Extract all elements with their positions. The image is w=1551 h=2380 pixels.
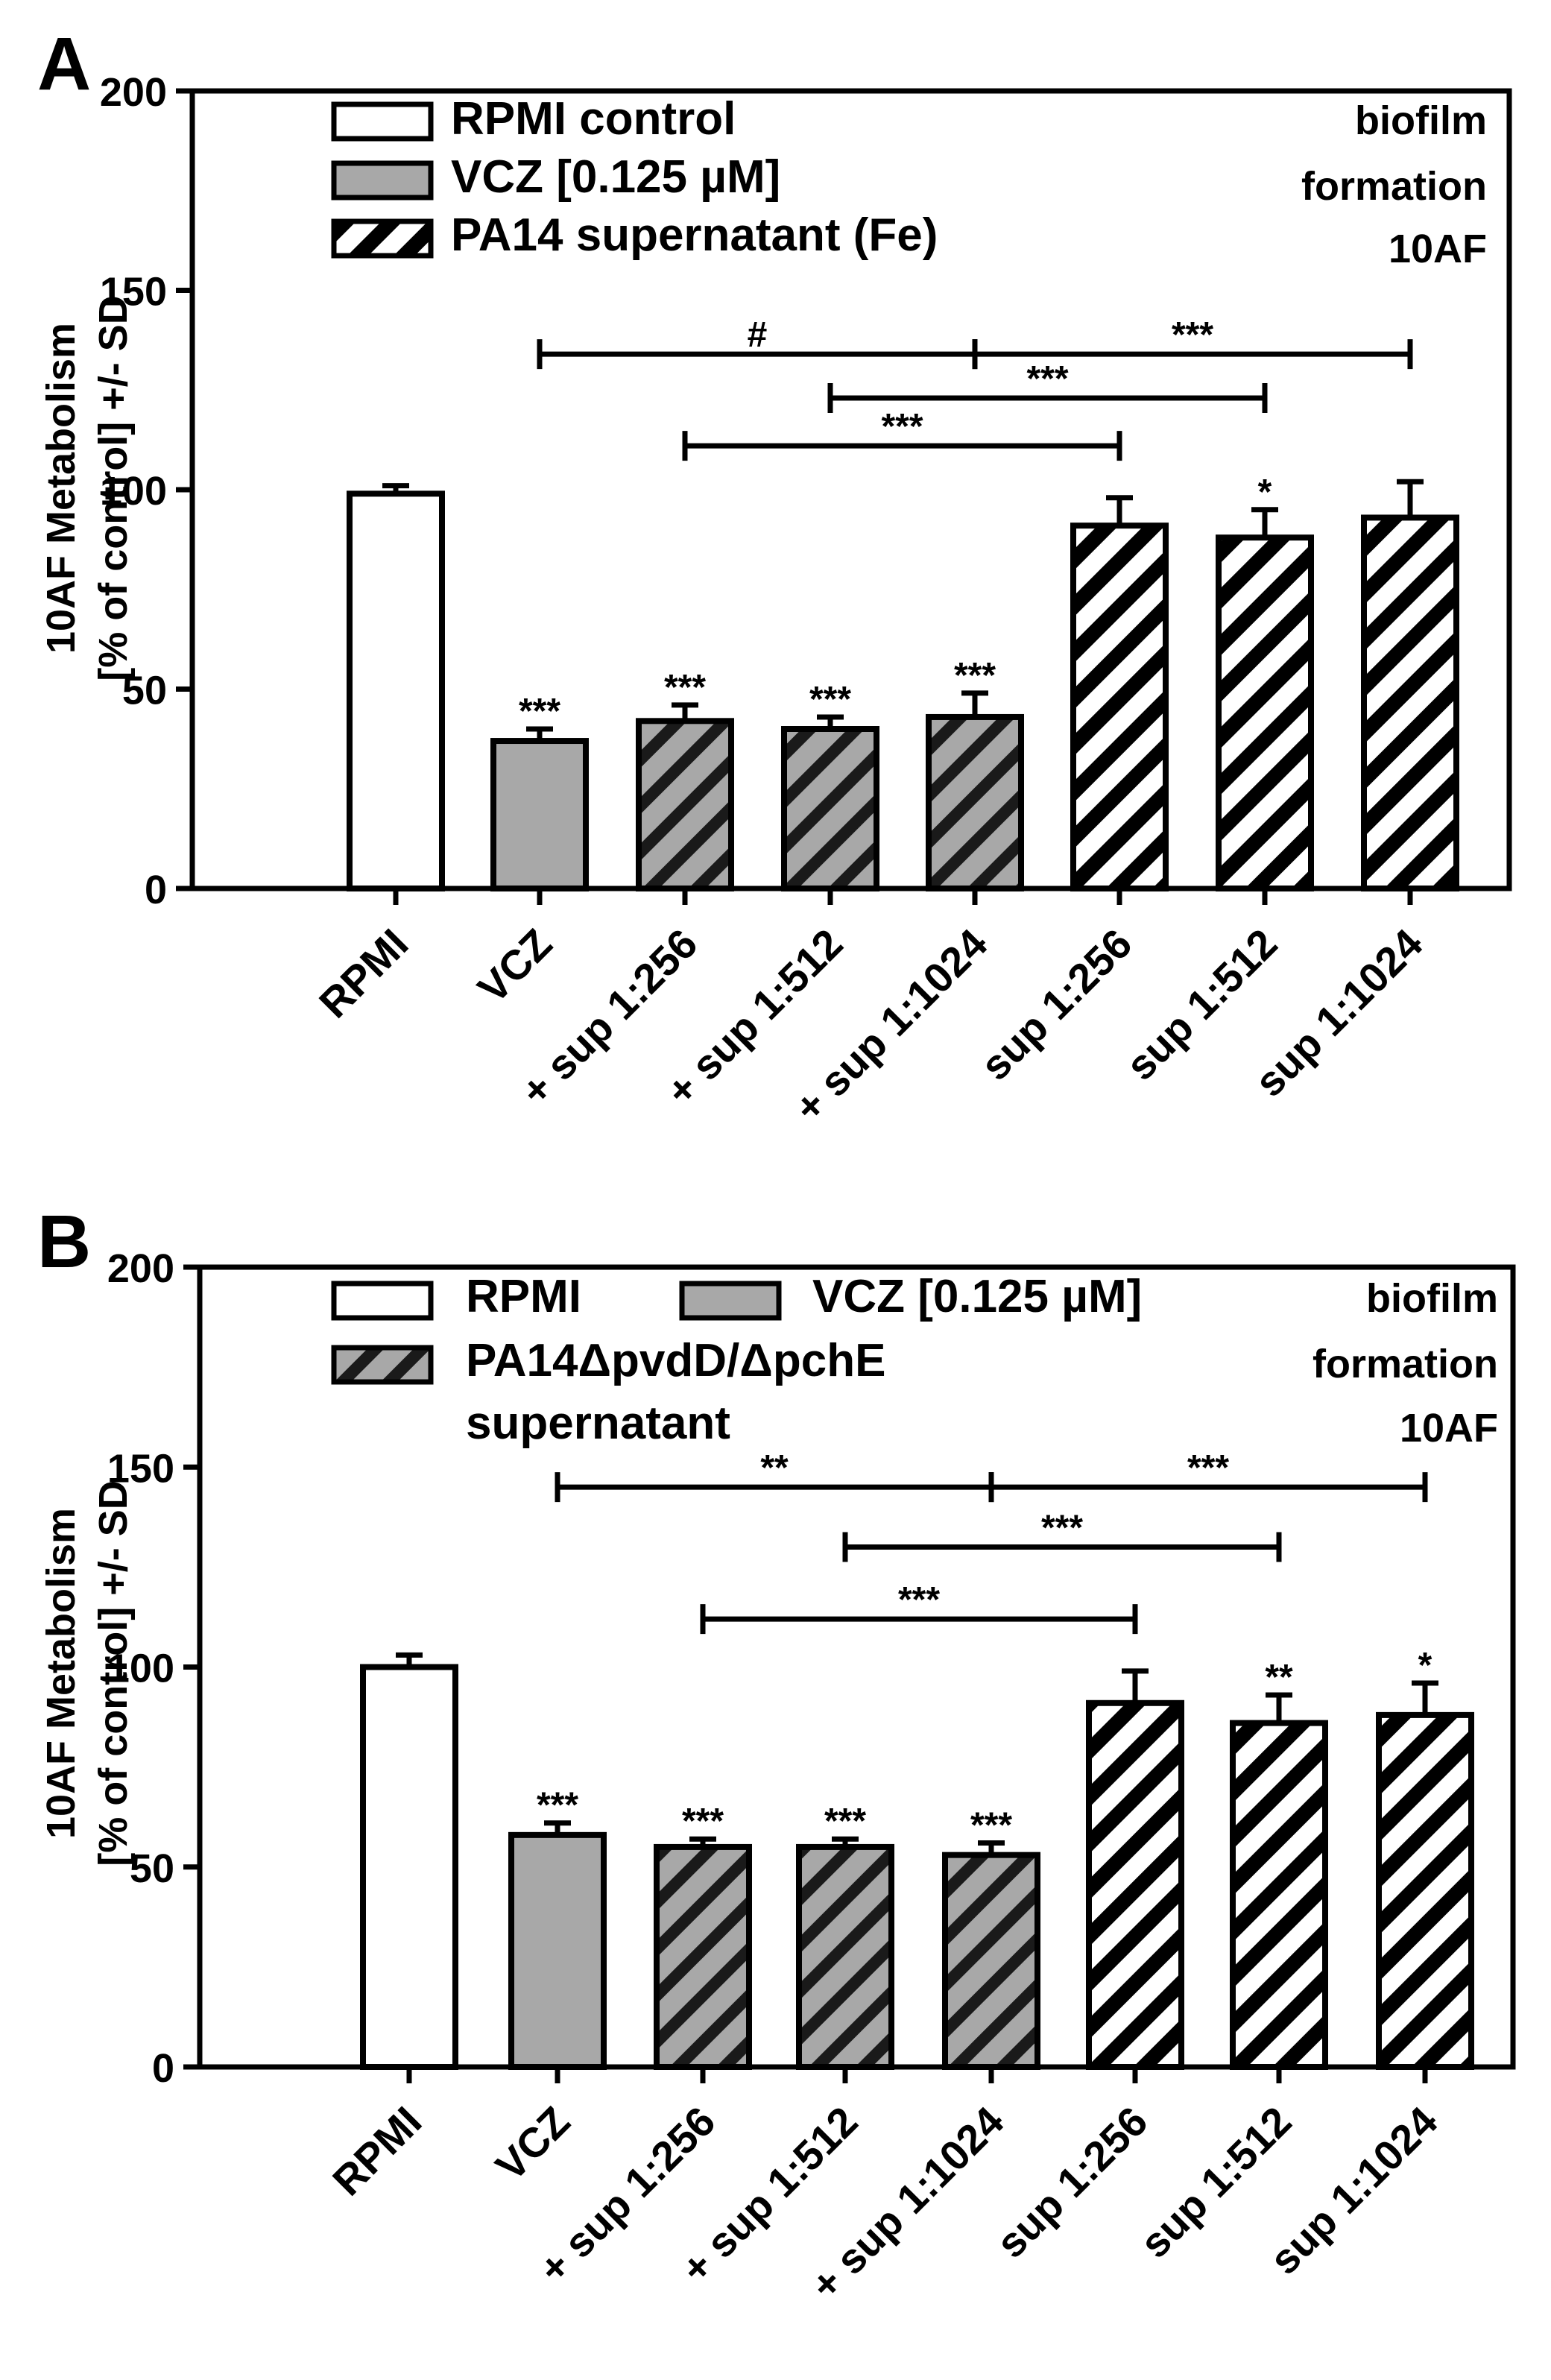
bar-b-4 (942, 1852, 1040, 2071)
bar-a-7 (1361, 514, 1459, 891)
y-tick-label-b-3: 150 (107, 1446, 174, 1491)
y-tick-label-b-1: 50 (130, 1846, 174, 1891)
bar-sig-label-a-4: *** (954, 656, 996, 695)
corner-text-a-3: 10AF (1389, 227, 1487, 271)
legend-swatch-a-2 (331, 218, 434, 259)
bar-b-0 (360, 1664, 458, 2070)
bracket-label-b-0: ** (760, 1448, 789, 1488)
bar-a-1 (490, 738, 589, 891)
legend-swatch-a-1 (331, 160, 434, 201)
bar-a-0 (347, 490, 445, 891)
legend-label-a-1: RPMI control (451, 93, 736, 145)
bar-a-2 (636, 718, 734, 891)
y-tick-label-b-2: 100 (107, 1647, 174, 1691)
y-tick-label-a-3: 150 (100, 270, 167, 315)
bracket-label-a-2: *** (1026, 359, 1068, 399)
bar-a-5 (1070, 523, 1169, 892)
bar-b-7 (1376, 1711, 1474, 2070)
y-tick-label-a-2: 100 (100, 469, 167, 514)
y-tick-label-b-0: 0 (152, 2046, 174, 2091)
y-tick-label-a-1: 50 (122, 669, 167, 713)
y-axis-label-a-line2: [% of control] +/- SD (91, 295, 136, 681)
corner-text-b-1: biofilm (1366, 1276, 1498, 1321)
bar-b-2 (654, 1843, 752, 2071)
panel-label-b: B (37, 1200, 91, 1284)
corner-text-a-2: formation (1301, 164, 1487, 209)
legend-label-a-3: PA14 supernatant (Fe) (451, 209, 938, 261)
x-category-label-a-5: sup 1:256 (971, 920, 1140, 1089)
bar-sig-label-b-7: * (1418, 1646, 1432, 1685)
x-category-label-a-1: VCZ (469, 920, 561, 1012)
bracket-label-a-3: *** (881, 407, 923, 446)
legend-swatch-a-0 (331, 101, 434, 142)
bar-sig-label-a-3: *** (809, 680, 851, 719)
bar-b-3 (796, 1843, 894, 2071)
panel-label-a: A (37, 22, 91, 106)
bar-a-3 (781, 726, 879, 891)
bracket-label-a-0: # (748, 315, 768, 355)
legend-label-a-2: VCZ [0.125 µM] (451, 151, 780, 203)
bar-sig-label-b-4: *** (970, 1806, 1012, 1846)
y-tick-label-b-4: 200 (107, 1246, 174, 1291)
corner-text-b-3: 10AF (1400, 1406, 1498, 1451)
bar-sig-label-a-1: *** (519, 692, 560, 731)
bracket-label-b-2: *** (1041, 1509, 1083, 1548)
x-category-label-b-1: VCZ (487, 2098, 579, 2190)
y-tick-label-a-4: 200 (100, 70, 167, 115)
bar-sig-label-b-3: *** (824, 1802, 866, 1841)
legend-swatch-b-1 (679, 1281, 782, 1321)
legend-label-b-2: VCZ [0.125 µM] (812, 1271, 1142, 1322)
x-category-label-b-0: RPMI (323, 2098, 431, 2205)
bracket-label-b-3: *** (898, 1580, 940, 1620)
legend-label-b-4: supernatant (466, 1398, 730, 1449)
bar-sig-label-b-2: *** (682, 1802, 724, 1841)
bracket-label-b-1: *** (1187, 1448, 1229, 1488)
bar-sig-label-b-6: ** (1265, 1658, 1293, 1697)
corner-text-b-2: formation (1312, 1342, 1498, 1386)
bar-a-4 (926, 713, 1024, 892)
legend-swatch-b-0 (331, 1281, 434, 1321)
bar-sig-label-a-6: * (1258, 473, 1272, 512)
bar-sig-label-b-1: *** (537, 1786, 578, 1825)
bar-b-6 (1230, 1720, 1328, 2071)
corner-text-a-1: biofilm (1355, 98, 1487, 143)
bar-b-5 (1086, 1699, 1184, 2070)
y-axis-label-b-line2: [% of control] +/- SD (91, 1480, 136, 1866)
x-category-label-a-0: RPMI (310, 920, 417, 1027)
y-axis-label-b-line1: 10AF Metabolism (39, 1508, 83, 1839)
bar-sig-label-a-2: *** (664, 668, 706, 707)
y-tick-label-a-0: 0 (145, 868, 167, 912)
legend-swatch-b-2 (331, 1345, 434, 1385)
legend-label-b-3: PA14ΔpvdD/ΔpchE (466, 1335, 885, 1386)
y-axis-label-a-line1: 10AF Metabolism (39, 323, 83, 654)
legend-label-b-1: RPMI (466, 1271, 581, 1322)
bar-b-1 (508, 1831, 607, 2071)
bracket-label-a-1: *** (1172, 315, 1213, 355)
x-category-label-b-5: sup 1:256 (987, 2098, 1156, 2267)
bar-a-6 (1216, 534, 1314, 891)
